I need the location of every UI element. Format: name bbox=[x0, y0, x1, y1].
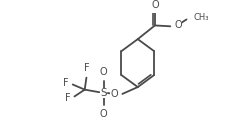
Text: S: S bbox=[100, 88, 107, 98]
Text: O: O bbox=[100, 109, 107, 119]
Text: O: O bbox=[174, 20, 182, 30]
Text: O: O bbox=[151, 0, 159, 10]
Text: F: F bbox=[64, 93, 70, 103]
Text: F: F bbox=[63, 78, 68, 88]
Text: F: F bbox=[84, 63, 89, 73]
Text: O: O bbox=[111, 89, 118, 99]
Text: O: O bbox=[100, 67, 107, 77]
Text: CH₃: CH₃ bbox=[193, 13, 209, 22]
